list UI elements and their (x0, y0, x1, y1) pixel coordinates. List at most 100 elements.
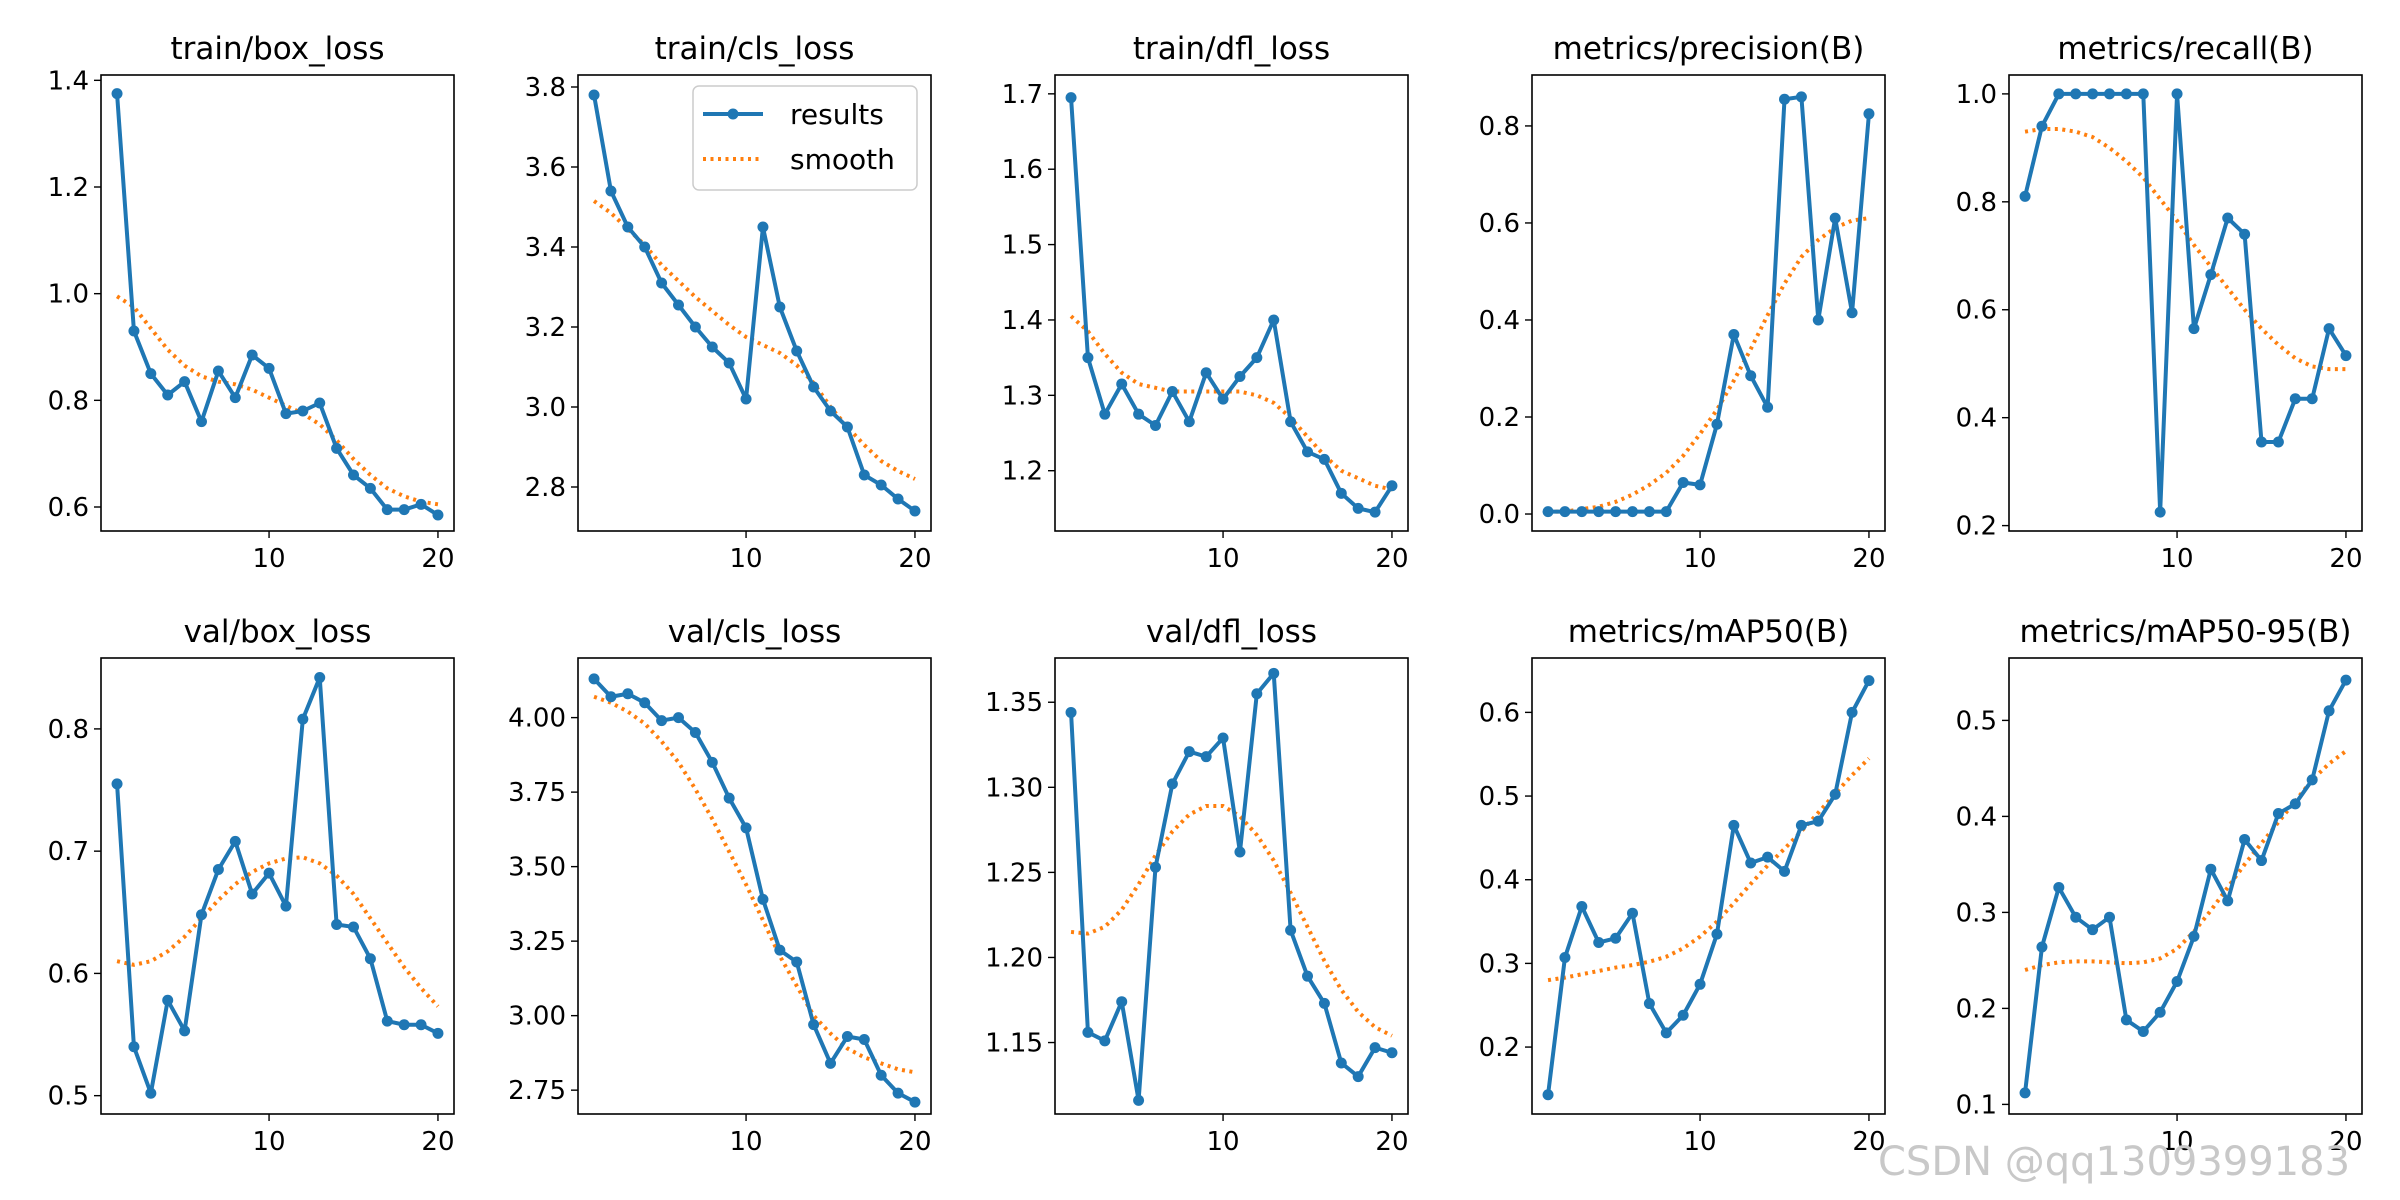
results-data-point (2340, 674, 2352, 686)
results-data-point (656, 715, 668, 727)
y-tick-label: 3.4 (525, 233, 566, 263)
results-data-point (1593, 506, 1605, 518)
results-data-point (1863, 675, 1875, 687)
results-data-point (1762, 401, 1774, 413)
results-data-point (331, 442, 343, 454)
results-data-point (1846, 706, 1858, 718)
y-tick-label: 1.0 (1956, 80, 1997, 110)
results-data-point (1234, 846, 1246, 858)
results-data-point (672, 299, 684, 311)
results-data-point (1335, 1057, 1347, 1069)
y-tick-label: 3.6 (525, 153, 566, 183)
results-data-point (2171, 976, 2183, 988)
y-tick-label: 0.1 (1956, 1090, 1997, 1120)
results-data-point (2070, 911, 2082, 923)
subplot-title: val/dfl_loss (1146, 614, 1317, 650)
results-data-point (858, 1033, 870, 1045)
results-data-point (1200, 751, 1212, 763)
results-data-point (2120, 88, 2132, 100)
results-data-point (2289, 798, 2301, 810)
y-tick-label: 0.8 (48, 715, 89, 745)
results-data-point (2306, 393, 2318, 405)
results-data-point (723, 792, 735, 804)
subplot-6: val/box_loss 10 20 0.5 0.6 0.7 0.8 (48, 614, 455, 1157)
results-data-point (2205, 863, 2217, 875)
results-data-point (605, 691, 617, 703)
smooth-series-line (1069, 314, 1393, 492)
subplot-title: val/box_loss (184, 614, 372, 650)
y-tick-label: 1.20 (985, 943, 1043, 973)
results-data-point (2087, 88, 2099, 100)
y-tick-label: 1.4 (48, 66, 89, 96)
results-data-point (1677, 476, 1689, 488)
results-series-line (2023, 91, 2348, 515)
results-data-point (1149, 861, 1161, 873)
results-data-point (297, 405, 309, 417)
x-tick-label: 20 (421, 544, 454, 574)
results-data-point (280, 900, 292, 912)
results-data-point (162, 389, 174, 401)
results-data-point (1065, 706, 1077, 718)
results-data-point (1643, 506, 1655, 518)
y-tick-label: 3.0 (525, 393, 566, 423)
results-data-point (432, 1027, 444, 1039)
results-data-point (179, 376, 191, 388)
y-tick-label: 0.6 (48, 493, 89, 523)
results-data-point (791, 345, 803, 357)
results-data-point (1352, 502, 1364, 514)
y-tick-label: 0.8 (48, 386, 89, 416)
results-data-point (128, 1041, 140, 1053)
results-data-point (415, 498, 427, 510)
results-data-point (605, 185, 617, 197)
y-tick-label: 0.4 (1956, 404, 1997, 434)
results-data-point (1200, 367, 1212, 379)
results-data-point (1829, 788, 1841, 800)
y-tick-label: 2.8 (525, 473, 566, 503)
results-data-point (280, 408, 292, 420)
y-tick-label: 0.4 (1956, 802, 1997, 832)
results-data-point (1082, 352, 1094, 364)
y-tick-label: 0.5 (1956, 706, 1997, 736)
results-data-point (808, 1019, 820, 1031)
subplot-1: train/box_loss 10 20 0.6 0.8 1.0 1.2 1.4 (48, 31, 455, 574)
results-data-point (841, 1031, 853, 1043)
results-data-point (1559, 506, 1571, 518)
results-data-point (706, 756, 718, 768)
results-data-point (1217, 732, 1229, 744)
y-tick-label: 1.6 (1002, 155, 1043, 185)
results-data-point (1149, 419, 1161, 431)
results-data-point (1610, 932, 1622, 944)
results-data-point (348, 921, 360, 933)
results-data-point (229, 392, 241, 404)
y-tick-label: 1.2 (48, 173, 89, 203)
smooth-series-line (2024, 126, 2346, 372)
subplot-grid: train/box_loss 10 20 0.6 0.8 1.0 1.2 1.4 train/c… (48, 31, 2363, 1157)
results-data-point (1166, 386, 1178, 398)
results-data-point (145, 1087, 157, 1099)
results-data-point (622, 221, 634, 233)
results-data-point (1812, 815, 1824, 827)
results-data-point (1133, 408, 1145, 420)
results-data-point (825, 405, 837, 417)
results-data-point (1711, 928, 1723, 940)
results-data-point (1268, 314, 1280, 326)
y-tick-label: 1.4 (1002, 306, 1043, 336)
subplot-7: val/cls_loss 10 20 2.75 3.00 3.25 3.50 3.75 4.00 (508, 614, 932, 1157)
plot-frame (1054, 657, 1409, 1115)
results-data-point (2171, 88, 2183, 100)
subplot-5: metrics/recall(B) 10 20 0.2 0.4 0.6 0.8 1.0 (1956, 31, 2363, 574)
results-data-point (195, 416, 207, 428)
results-data-point (1576, 900, 1588, 912)
results-data-point (1335, 487, 1347, 499)
results-data-point (1369, 506, 1381, 518)
results-data-point (128, 325, 140, 337)
results-data-point (1626, 506, 1638, 518)
y-tick-label: 1.0 (48, 280, 89, 310)
results-data-point (1576, 506, 1588, 518)
results-data-point (1762, 851, 1774, 863)
results-data-point (111, 88, 123, 100)
results-data-point (1626, 907, 1638, 919)
results-data-point (1812, 314, 1824, 326)
results-data-point (2340, 350, 2352, 362)
